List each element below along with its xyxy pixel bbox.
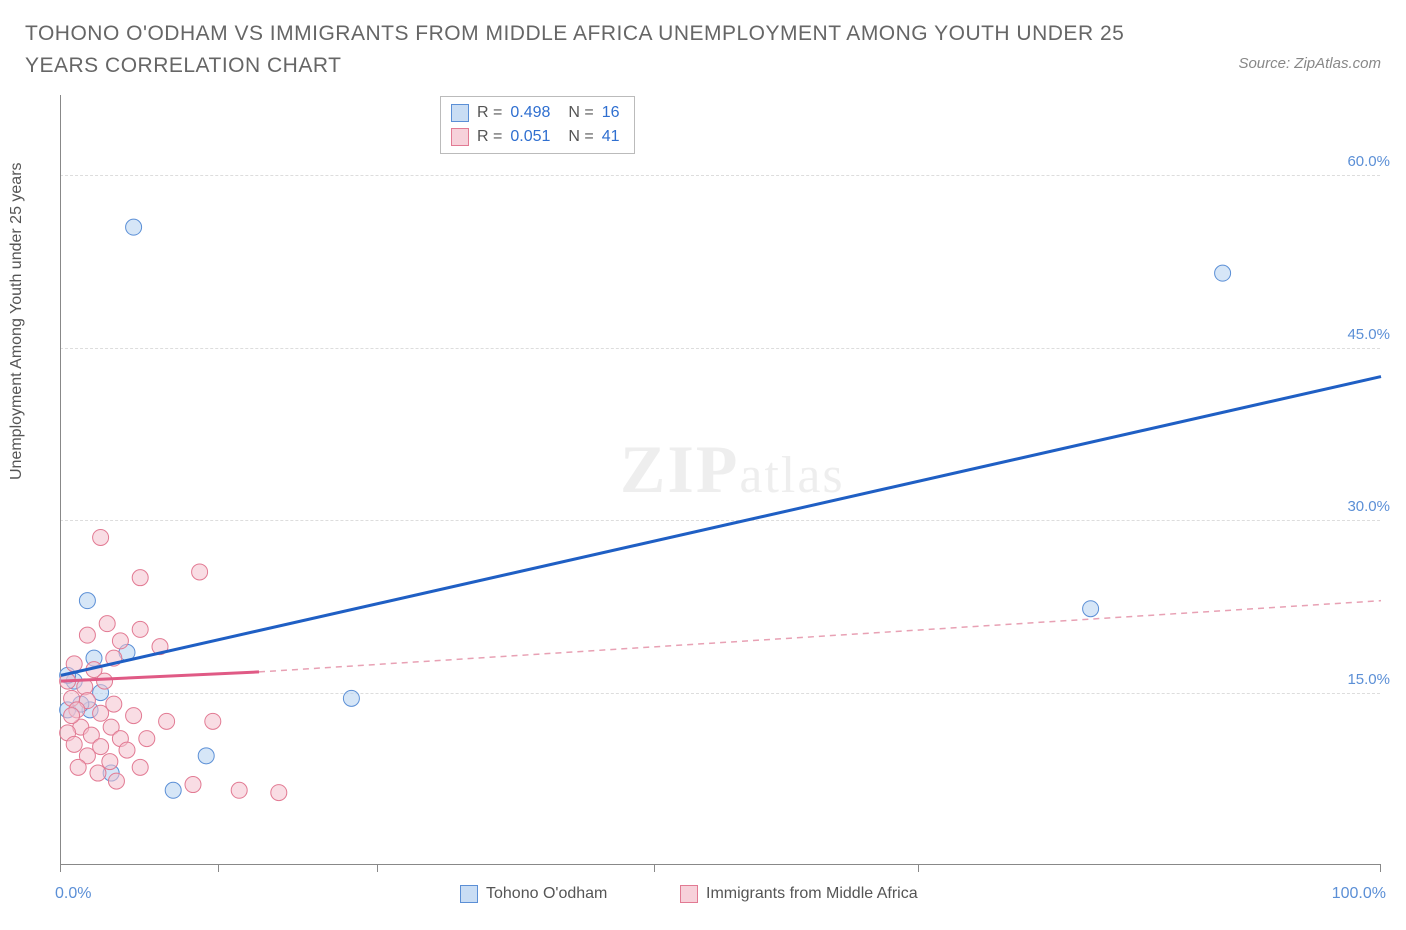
data-point <box>119 742 135 758</box>
legend-item: Immigrants from Middle Africa <box>680 885 918 903</box>
legend-swatch <box>451 104 469 122</box>
data-point <box>99 616 115 632</box>
data-point <box>165 782 181 798</box>
plot-svg <box>61 95 1381 865</box>
legend-label: Immigrants from Middle Africa <box>706 885 918 903</box>
chart-title: TOHONO O'ODHAM VS IMMIGRANTS FROM MIDDLE… <box>25 18 1125 81</box>
x-tick <box>218 864 219 872</box>
data-point <box>126 708 142 724</box>
data-point <box>205 713 221 729</box>
data-point <box>132 621 148 637</box>
data-point <box>192 564 208 580</box>
x-tick <box>377 864 378 872</box>
data-point <box>1083 601 1099 617</box>
stats-legend-box: R = 0.498 N = 16 R = 0.051 N = 41 <box>440 96 635 154</box>
n-value: 16 <box>602 101 620 125</box>
legend-swatch <box>451 128 469 146</box>
data-point <box>108 773 124 789</box>
plot-area <box>60 95 1380 865</box>
data-point <box>93 705 109 721</box>
data-point <box>159 713 175 729</box>
data-point <box>198 748 214 764</box>
data-point <box>64 708 80 724</box>
source-label: Source: ZipAtlas.com <box>1238 55 1381 72</box>
r-label: R = <box>477 125 502 149</box>
data-point <box>1215 265 1231 281</box>
x-tick <box>918 864 919 872</box>
data-point <box>79 593 95 609</box>
r-label: R = <box>477 101 502 125</box>
legend-item: Tohono O'odham <box>460 885 607 903</box>
y-axis-label: Unemployment Among Youth under 25 years <box>8 162 26 480</box>
legend-label: Tohono O'odham <box>486 885 607 903</box>
n-label: N = <box>568 101 593 125</box>
legend-swatch <box>680 885 698 903</box>
data-point <box>93 529 109 545</box>
r-value: 0.051 <box>510 125 550 149</box>
data-point <box>66 656 82 672</box>
regression-line <box>61 377 1381 676</box>
stats-row: R = 0.498 N = 16 <box>451 101 620 125</box>
data-point <box>343 690 359 706</box>
data-point <box>97 673 113 689</box>
stats-row: R = 0.051 N = 41 <box>451 125 620 149</box>
legend-swatch <box>460 885 478 903</box>
data-point <box>271 785 287 801</box>
data-point <box>90 765 106 781</box>
n-label: N = <box>568 125 593 149</box>
data-point <box>102 754 118 770</box>
data-point <box>185 777 201 793</box>
x-axis-max-label: 100.0% <box>1332 885 1386 903</box>
data-point <box>139 731 155 747</box>
data-point <box>126 219 142 235</box>
data-point <box>231 782 247 798</box>
regression-line <box>259 601 1381 672</box>
x-tick <box>1380 864 1381 872</box>
x-tick <box>60 864 61 872</box>
r-value: 0.498 <box>510 101 550 125</box>
data-point <box>79 627 95 643</box>
data-point <box>66 736 82 752</box>
data-point <box>132 759 148 775</box>
data-point <box>112 633 128 649</box>
x-tick <box>654 864 655 872</box>
data-point <box>70 759 86 775</box>
x-axis-min-label: 0.0% <box>55 885 91 903</box>
data-point <box>132 570 148 586</box>
n-value: 41 <box>602 125 620 149</box>
